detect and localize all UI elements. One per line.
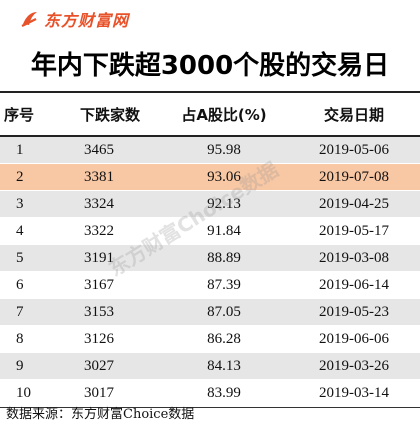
cell-index: 9 <box>16 357 24 374</box>
logo-text: 东方财富网 <box>44 11 130 30</box>
cell-decline-count: 3126 <box>84 330 114 347</box>
cell-trade-date: 2019-03-14 <box>319 384 389 401</box>
cell-index: 10 <box>16 384 31 401</box>
cell-a-share-percent: 87.05 <box>207 303 241 320</box>
cell-index: 1 <box>16 141 24 158</box>
cell-trade-date: 2019-03-26 <box>319 357 389 374</box>
cell-decline-count: 3153 <box>84 303 114 320</box>
cell-decline-count: 3324 <box>84 195 114 212</box>
cell-a-share-percent: 93.06 <box>207 168 241 185</box>
cell-a-share-percent: 91.84 <box>207 222 241 239</box>
cell-a-share-percent: 87.39 <box>207 276 241 293</box>
cell-decline-count: 3322 <box>84 222 114 239</box>
table-body: 1 3465 95.98 2019-05-06 2 3381 93.06 2019-07-08… <box>0 137 420 408</box>
cell-trade-date: 2019-04-25 <box>319 195 389 212</box>
cell-a-share-percent: 83.99 <box>207 384 241 401</box>
cell-decline-count: 3167 <box>84 276 114 293</box>
cell-trade-date: 2019-05-17 <box>319 222 389 239</box>
table-row: 8 3126 86.28 2019-06-06 <box>0 326 420 353</box>
logo: 东方财富网 <box>20 6 129 32</box>
table-bottom-rule <box>0 407 420 408</box>
cell-trade-date: 2019-06-14 <box>319 276 389 293</box>
cell-index: 8 <box>16 330 24 347</box>
cell-a-share-percent: 92.13 <box>207 195 241 212</box>
cell-index: 2 <box>16 168 24 185</box>
data-table: 序号 下跌家数 占A股比(%) 交易日期 1 3465 95.98 2019-05-0… <box>0 91 420 408</box>
table-row: 5 3191 88.89 2019-03-08 <box>0 245 420 272</box>
cell-a-share-percent: 84.13 <box>207 357 241 374</box>
cell-index: 7 <box>16 303 24 320</box>
cell-trade-date: 2019-03-08 <box>319 249 389 266</box>
header-a-share-percent: 占A股比(%) <box>181 105 267 124</box>
eastmoney-logo-icon <box>21 12 37 27</box>
table-row: 4 3322 91.84 2019-05-17 <box>0 218 420 245</box>
source-note: 数据来源：东方财富Choice数据 <box>6 407 195 422</box>
cell-index: 6 <box>16 276 24 293</box>
page-title: 年内下跌超3000个股的交易日 <box>30 51 390 81</box>
cell-a-share-percent: 95.98 <box>207 141 241 158</box>
header-decline-count: 下跌家数 <box>79 105 140 124</box>
table-header-row: 序号 下跌家数 占A股比(%) 交易日期 <box>0 93 420 137</box>
cell-index: 3 <box>16 195 24 212</box>
table-row: 9 3027 84.13 2019-03-26 <box>0 353 420 380</box>
cell-trade-date: 2019-07-08 <box>319 168 389 185</box>
cell-decline-count: 3465 <box>84 141 114 158</box>
cell-trade-date: 2019-06-06 <box>319 330 389 347</box>
cell-index: 4 <box>16 222 24 239</box>
table-row: 3 3324 92.13 2019-04-25 <box>0 191 420 218</box>
table-row: 1 3465 95.98 2019-05-06 <box>0 137 420 164</box>
cell-decline-count: 3191 <box>84 249 114 266</box>
cell-trade-date: 2019-05-23 <box>319 303 389 320</box>
header-trade-date: 交易日期 <box>323 105 384 124</box>
cell-decline-count: 3017 <box>84 384 114 401</box>
table-row: 2 3381 93.06 2019-07-08 <box>0 164 420 191</box>
cell-trade-date: 2019-05-06 <box>319 141 389 158</box>
table-row: 6 3167 87.39 2019-06-14 <box>0 272 420 299</box>
cell-a-share-percent: 86.28 <box>207 330 241 347</box>
table-row: 7 3153 87.05 2019-05-23 <box>0 299 420 326</box>
cell-decline-count: 3027 <box>84 357 114 374</box>
cell-index: 5 <box>16 249 24 266</box>
cell-a-share-percent: 88.89 <box>207 249 241 266</box>
table-row: 10 3017 83.99 2019-03-14 <box>0 380 420 407</box>
header-index: 序号 <box>4 105 35 124</box>
table-top-rule <box>0 91 420 93</box>
cell-decline-count: 3381 <box>84 168 114 185</box>
